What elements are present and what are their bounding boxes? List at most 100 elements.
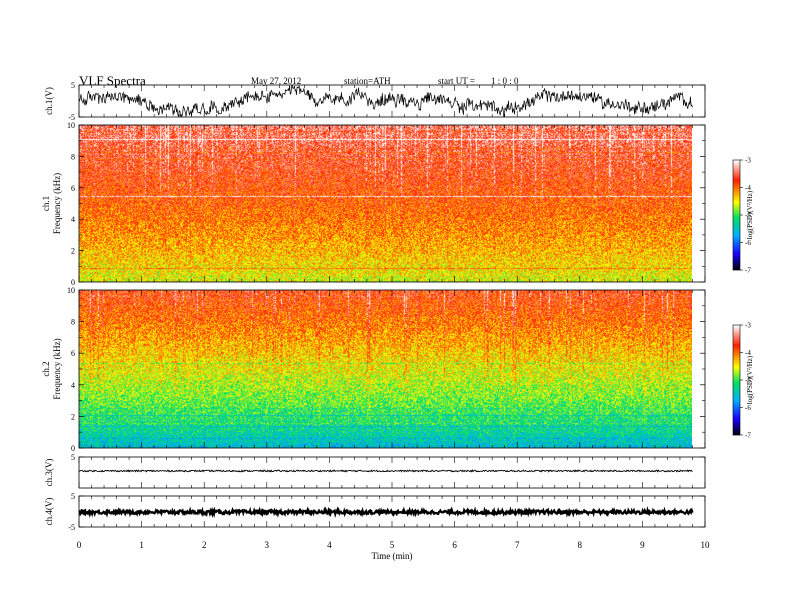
colorbar-tick-label: -6: [745, 239, 751, 247]
colorbar-cell: [733, 342, 740, 344]
colorbar-cell: [733, 168, 740, 170]
colorbar-cell: [733, 256, 740, 258]
colorbar-cell: [733, 162, 740, 164]
ch1-spectrogram-colorbar: [732, 159, 743, 271]
colorbar-cell: [733, 258, 740, 260]
colorbar-tick-label: -3: [745, 322, 751, 330]
colorbar-cell: [733, 361, 740, 363]
colorbar-cell: [733, 396, 740, 398]
colorbar-cell: [733, 328, 740, 330]
station-label: station=ATH: [344, 76, 391, 86]
colorbar-cell: [733, 212, 740, 214]
colorbar-cell: [733, 225, 740, 227]
colorbar-cell: [733, 185, 740, 187]
colorbar-cell: [733, 326, 740, 328]
y-tick-label: 5: [71, 492, 75, 501]
colorbar-cell: [733, 418, 740, 420]
colorbar-cell: [733, 207, 740, 209]
colorbar-cell: [733, 374, 740, 376]
panel-ylabel: ch.2: [41, 361, 51, 376]
colorbar-cell: [733, 189, 740, 191]
ch4-waveform-panel: [78, 495, 706, 528]
chart-title: VLF Spectra: [79, 73, 146, 88]
colorbar-cell: [733, 352, 740, 354]
x-tick-label: 4: [327, 540, 332, 550]
colorbar-cell: [733, 366, 740, 368]
colorbar-cell: [733, 198, 740, 200]
colorbar-cell: [733, 194, 740, 196]
colorbar-cell: [733, 387, 740, 389]
colorbar-cell: [733, 428, 740, 430]
colorbar-cell: [733, 239, 740, 241]
colorbar-cell: [733, 247, 740, 249]
colorbar-cell: [733, 405, 740, 407]
colorbar-cell: [733, 216, 740, 218]
colorbar-cell: [733, 172, 740, 174]
colorbar-cell: [733, 161, 740, 163]
colorbar-cell: [733, 413, 740, 415]
colorbar-cell: [733, 414, 740, 416]
colorbar-cell: [733, 355, 740, 357]
colorbar-cell: [733, 265, 740, 267]
colorbar-cell: [733, 382, 740, 384]
colorbar-cell: [733, 411, 740, 413]
y-tick-label: 2: [71, 412, 75, 421]
start-ut-time: 1 : 0 : 0: [491, 76, 519, 86]
x-tick-label: 2: [202, 540, 207, 550]
colorbar-cell: [733, 347, 740, 349]
colorbar-cell: [733, 407, 740, 409]
colorbar-cell: [733, 255, 740, 257]
colorbar-cell: [733, 248, 740, 250]
y-tick-label: 10: [67, 121, 75, 130]
colorbar-cell: [733, 254, 740, 256]
x-axis-label: Time (min): [372, 551, 413, 561]
colorbar-cell: [733, 199, 740, 201]
colorbar-cell: [733, 221, 740, 223]
y-tick-label: 2: [71, 247, 75, 256]
colorbar-cell: [733, 250, 740, 252]
y-tick-label: 5: [71, 81, 75, 90]
colorbar-cell: [733, 377, 740, 379]
colorbar-cell: [733, 181, 740, 183]
colorbar-cell: [733, 231, 740, 233]
colorbar-cell: [733, 220, 740, 222]
colorbar-cell: [733, 184, 740, 186]
colorbar-cell: [733, 386, 740, 388]
y-tick-label: 0: [71, 444, 75, 453]
colorbar-cell: [733, 358, 740, 360]
colorbar-cell: [733, 370, 740, 372]
y-tick-label: 0: [71, 278, 75, 287]
colorbar-cell: [733, 378, 740, 380]
x-tick-label: 6: [452, 540, 457, 550]
panel-ylabel: ch.4(V): [44, 498, 54, 526]
colorbar-cell: [733, 354, 740, 356]
colorbar-cell: [733, 192, 740, 194]
colorbar-cell: [733, 383, 740, 385]
y-tick-label: 4: [71, 381, 75, 390]
colorbar-cell: [733, 360, 740, 362]
colorbar-cell: [733, 183, 740, 185]
colorbar-cell: [733, 269, 740, 271]
colorbar-cell: [733, 165, 740, 167]
panel-ylabel: ch.1: [41, 196, 51, 211]
colorbar-cell: [733, 233, 740, 235]
colorbar-cell: [733, 398, 740, 400]
colorbar-cell: [733, 227, 740, 229]
colorbar-cell: [733, 353, 740, 355]
colorbar-cell: [733, 346, 740, 348]
y-tick-label: -5: [68, 523, 75, 532]
colorbar-cell: [733, 430, 740, 432]
colorbar-cell: [733, 214, 740, 216]
colorbar-cell: [733, 166, 740, 168]
colorbar-cell: [733, 160, 740, 162]
colorbar-cell: [733, 200, 740, 202]
colorbar-cell: [733, 260, 740, 262]
colorbar-cell: [733, 327, 740, 329]
colorbar-cell: [733, 369, 740, 371]
colorbar-cell: [733, 236, 740, 238]
colorbar-cell: [733, 266, 740, 268]
colorbar-cell: [733, 397, 740, 399]
colorbar-cell: [733, 362, 740, 364]
colorbar-cell: [733, 434, 740, 436]
colorbar-cell: [733, 186, 740, 188]
